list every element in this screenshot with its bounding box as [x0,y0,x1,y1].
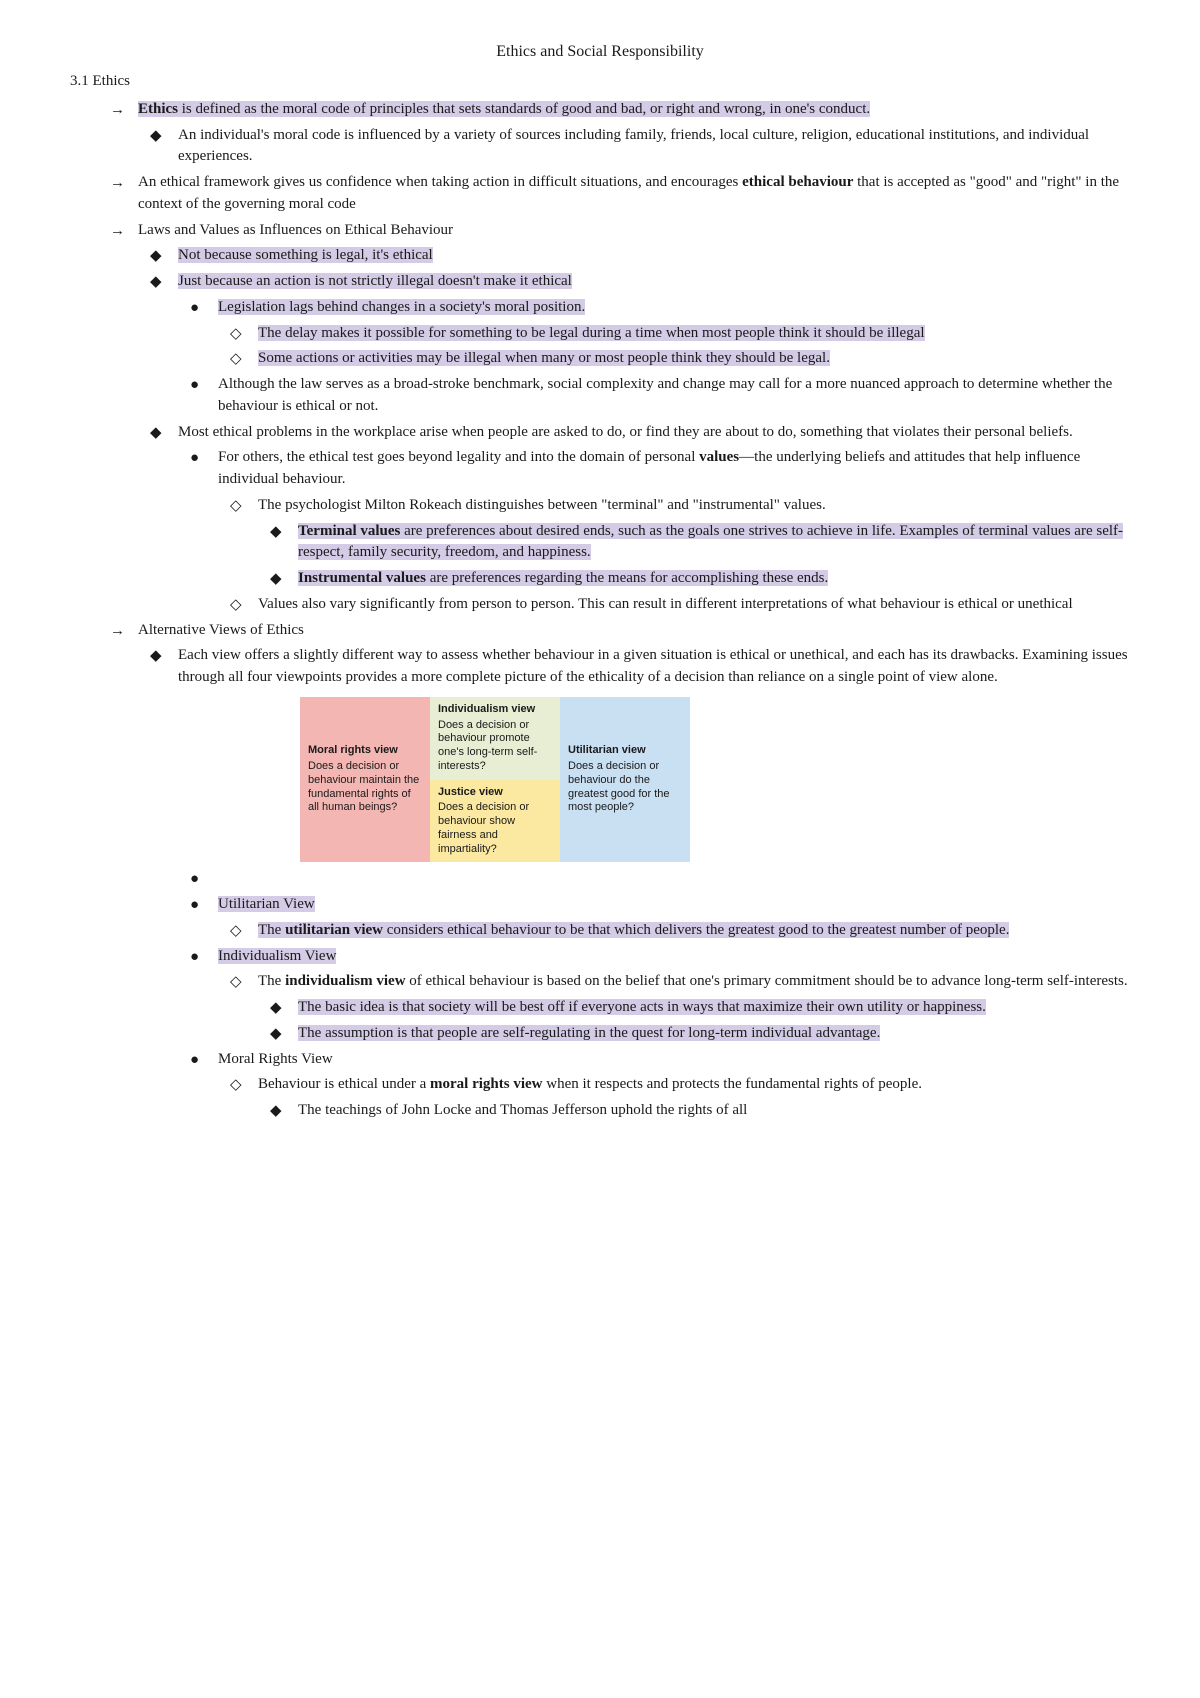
list-item: → Alternative Views of Ethics [110,620,1130,642]
list-item: ● [190,868,1130,890]
list-item: → Ethics is defined as the moral code of… [110,99,1130,121]
list-item: ● Individualism View [190,946,1130,968]
hollow-diamond-icon: ◇ [230,1074,258,1096]
list-item: ◆ An individual's moral code is influenc… [150,125,1130,169]
page-title: Ethics and Social Responsibility [70,40,1130,63]
section-number: 3.1 Ethics [70,71,1130,93]
diamond-icon: ◆ [150,422,178,444]
dot-icon: ● [190,1049,218,1071]
list-item: ◆ Most ethical problems in the workplace… [150,422,1130,444]
list-item: ● Legislation lags behind changes in a s… [190,297,1130,319]
list-item: ◆ Instrumental values are preferences re… [270,568,1130,590]
list-item: → Laws and Values as Influences on Ethic… [110,220,1130,242]
diagram-moral-rights: Moral rights view Does a decision or beh… [300,697,430,863]
list-item: ◇ The individualism view of ethical beha… [230,971,1130,993]
list-item: ◆ The basic idea is that society will be… [270,997,1130,1019]
diamond-icon: ◆ [270,1100,298,1122]
diamond-icon: ◆ [270,997,298,1019]
dot-icon: ● [190,297,218,319]
arrow-icon: → [110,172,138,216]
ethics-views-diagram: Moral rights view Does a decision or beh… [300,697,1130,863]
dot-icon: ● [190,868,218,890]
list-item: → An ethical framework gives us confiden… [110,172,1130,216]
list-item: ◆ Just because an action is not strictly… [150,271,1130,293]
dot-icon: ● [190,447,218,491]
diamond-icon: ◆ [270,1023,298,1045]
diamond-icon: ◆ [270,568,298,590]
diamond-icon: ◆ [150,125,178,169]
diagram-justice: Justice view Does a decision or behaviou… [430,780,560,863]
diamond-icon: ◆ [150,645,178,689]
list-item: ◆ Not because something is legal, it's e… [150,245,1130,267]
diamond-icon: ◆ [270,521,298,565]
hollow-diamond-icon: ◇ [230,920,258,942]
list-item: ● Utilitarian View [190,894,1130,916]
list-item: ◆ The teachings of John Locke and Thomas… [270,1100,1130,1122]
diamond-icon: ◆ [150,271,178,293]
list-item: ● Although the law serves as a broad-str… [190,374,1130,418]
list-item: ◇ Behaviour is ethical under a moral rig… [230,1074,1130,1096]
diagram-individualism: Individualism view Does a decision or be… [430,697,560,780]
list-item: ● For others, the ethical test goes beyo… [190,447,1130,491]
dot-icon: ● [190,894,218,916]
list-item: ◇ Some actions or activities may be ille… [230,348,1130,370]
hollow-diamond-icon: ◇ [230,594,258,616]
list-item: ◇ The psychologist Milton Rokeach distin… [230,495,1130,517]
list-item: ◇ Values also vary significantly from pe… [230,594,1130,616]
hollow-diamond-icon: ◇ [230,971,258,993]
list-item: ◆ Terminal values are preferences about … [270,521,1130,565]
arrow-icon: → [110,220,138,242]
arrow-icon: → [110,99,138,121]
list-item: ◇ The delay makes it possible for someth… [230,323,1130,345]
hollow-diamond-icon: ◇ [230,323,258,345]
hollow-diamond-icon: ◇ [230,348,258,370]
dot-icon: ● [190,946,218,968]
arrow-icon: → [110,620,138,642]
diagram-utilitarian: Utilitarian view Does a decision or beha… [560,697,690,863]
list-item: ● Moral Rights View [190,1049,1130,1071]
diamond-icon: ◆ [150,245,178,267]
dot-icon: ● [190,374,218,418]
list-item: ◆ The assumption is that people are self… [270,1023,1130,1045]
list-item: ◇ The utilitarian view considers ethical… [230,920,1130,942]
list-item: ◆ Each view offers a slightly different … [150,645,1130,689]
hollow-diamond-icon: ◇ [230,495,258,517]
